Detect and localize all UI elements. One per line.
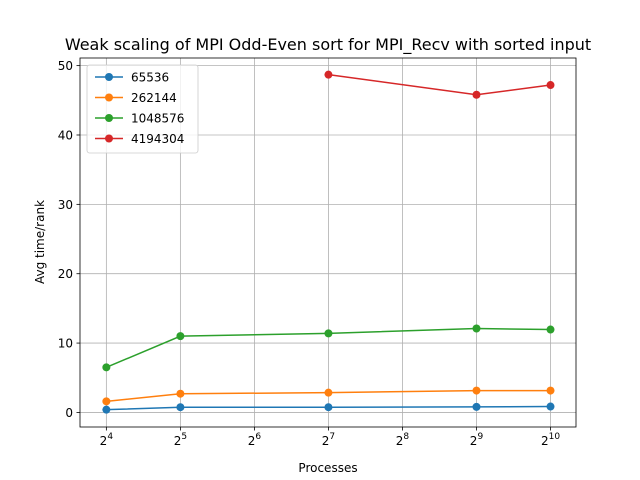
x-axis-ticks: 24 25 26 27 28 29 210	[100, 427, 560, 448]
x-tick-label: 25	[174, 432, 187, 448]
legend-swatch-marker	[105, 114, 113, 122]
data-point	[324, 403, 333, 412]
x-tick-label: 210	[541, 432, 560, 448]
x-tick-label: 26	[248, 432, 262, 448]
legend-swatch-marker	[105, 93, 113, 102]
data-point	[546, 81, 555, 90]
data-point	[102, 405, 111, 414]
data-point	[546, 402, 555, 411]
legend-label: 4194304	[131, 132, 184, 146]
data-point	[472, 386, 481, 395]
y-tick-label: 20	[58, 267, 73, 281]
data-point	[472, 324, 481, 333]
data-point	[176, 332, 185, 341]
data-point	[102, 363, 111, 372]
legend-label: 262144	[131, 91, 177, 105]
x-tick-label: 24	[100, 432, 114, 448]
data-point	[176, 389, 185, 398]
chart-title: Weak scaling of MPI Odd-Even sort for MP…	[65, 35, 591, 55]
legend: 65536 262144 1048576 4194304	[86, 64, 199, 154]
y-tick-label: 30	[58, 198, 73, 212]
x-tick-label: 29	[470, 432, 484, 448]
data-point	[546, 325, 555, 334]
legend-label: 1048576	[131, 112, 184, 126]
legend-swatch-marker	[105, 134, 113, 143]
data-point	[102, 397, 111, 406]
data-point	[472, 90, 481, 99]
data-point	[472, 402, 481, 411]
series-4194304	[324, 70, 555, 99]
series-layer	[102, 70, 555, 414]
data-point	[324, 329, 333, 338]
legend-frame	[86, 64, 199, 154]
series-1048576	[102, 324, 555, 372]
data-point	[546, 386, 555, 395]
legend-label: 65536	[131, 71, 169, 85]
y-tick-label: 10	[58, 337, 73, 351]
series-262144	[102, 386, 555, 406]
x-axis-label: Processes	[298, 461, 357, 475]
x-tick-label: 28	[396, 432, 410, 448]
y-axis-ticks: 0 10 20 30 40 50	[58, 59, 80, 420]
plot-frame	[79, 57, 577, 428]
series-65536	[102, 402, 555, 414]
legend-swatch-marker	[105, 73, 113, 81]
y-axis-label: Avg time/rank	[33, 200, 47, 284]
x-tick-label: 27	[322, 432, 335, 448]
data-point	[176, 403, 185, 412]
y-tick-label: 40	[58, 128, 73, 142]
data-point	[324, 70, 333, 79]
y-tick-label: 50	[58, 59, 73, 73]
y-tick-label: 0	[65, 406, 73, 420]
data-point	[324, 388, 333, 397]
